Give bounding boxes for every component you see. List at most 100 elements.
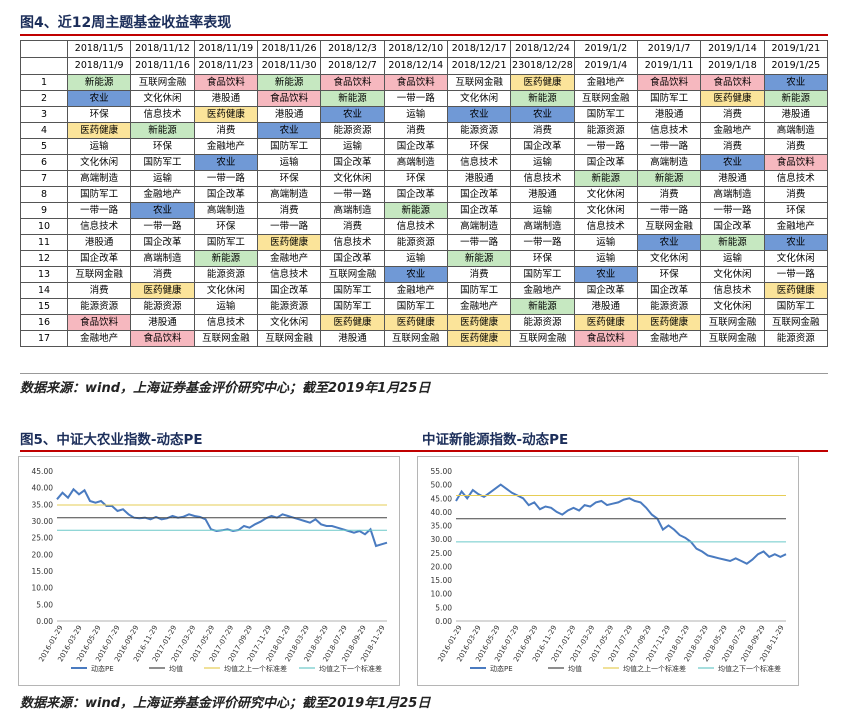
theme-cell: 港股通: [193, 90, 258, 107]
theme-cell: 一带一路: [573, 138, 638, 155]
start_dates-cell: 2018/12/17: [446, 40, 512, 58]
end_dates-cell: 2018/12/21: [446, 57, 512, 75]
theme-cell: 消费: [66, 282, 132, 299]
start_dates-cell: 2019/1/21: [763, 40, 829, 58]
y-tick-label: 40.00: [32, 484, 54, 493]
theme-cell: 食品饮料: [66, 314, 132, 331]
theme-cell: 食品饮料: [700, 74, 765, 91]
start_dates-cell: 2018/11/5: [66, 40, 132, 58]
theme-cell: 文化休闲: [446, 90, 512, 107]
table-row: 8 国防军工 金融地产 国企改革 高端制造 一带一路 国企改革 国企改革 港股通 文化休闲 消费 高端…: [20, 186, 829, 203]
theme-cell: 金融地产: [446, 298, 512, 315]
y-tick-label: 20.00: [32, 550, 54, 559]
theme-cell: 医药健康: [383, 314, 448, 331]
theme-cell: 运输: [700, 250, 765, 267]
y-tick-label: 25.00: [32, 534, 54, 543]
legend-label: 动态PE: [490, 664, 513, 673]
theme-cell: 互联网金融: [636, 218, 702, 235]
end_dates-cell: 2018/11/23: [193, 57, 258, 75]
theme-cell: 互联网金融: [700, 330, 765, 347]
table-row: 16 食品饮料 港股通 信息技术 文化休闲 医药健康 医药健康 医药健康 能源资源 医药健康 医药健…: [20, 314, 829, 331]
theme-cell: 信息技术: [446, 154, 512, 171]
theme-cell: 国防军工: [636, 90, 702, 107]
theme-cell: 消费: [320, 218, 385, 235]
theme-cell: 运输: [573, 234, 638, 251]
theme-cell: 消费: [193, 122, 258, 139]
theme-cell: 能源资源: [66, 298, 132, 315]
theme-cell: 运输: [510, 202, 575, 219]
theme-cell: 新能源: [510, 298, 575, 315]
end_dates-row: 2018/11/9 2018/11/16 2018/11/23 2018/11/30 2…: [20, 57, 829, 75]
theme-cell: 农业: [383, 266, 448, 283]
table-row: 4 医药健康 新能源 消费 农业 能源资源 消费 能源资源 消费 能源资源 信息技术 金融地产 高端制造: [20, 122, 829, 139]
theme-cell: 信息技术: [256, 266, 322, 283]
y-tick-label: 15.00: [431, 576, 453, 585]
y-tick-label: 0.00: [36, 617, 53, 626]
table-row: 17 金融地产 食品饮料 互联网金融 互联网金融 港股通 互联网金融 医药健康 互联网金融 食品饮…: [20, 330, 829, 347]
theme-cell: 互联网金融: [763, 314, 829, 331]
theme-cell: 消费: [763, 186, 829, 203]
rank-cell: 5: [20, 138, 68, 155]
theme-cell: 环保: [130, 138, 195, 155]
start_dates-row: 2018/11/5 2018/11/12 2018/11/19 2018/11/26 2…: [20, 40, 829, 58]
theme-cell: 能源资源: [446, 122, 512, 139]
theme-cell: 消费: [700, 106, 765, 123]
theme-cell: 金融地产: [130, 186, 195, 203]
theme-cell: 国企改革: [320, 154, 385, 171]
theme-cell: 医药健康: [446, 330, 512, 347]
theme-cell: 港股通: [636, 106, 702, 123]
theme-cell: 港股通: [256, 106, 322, 123]
title-rule: [20, 34, 828, 36]
start_dates-cell: 2018/12/3: [320, 40, 385, 58]
theme-cell: 港股通: [446, 170, 512, 187]
theme-cell: 运输: [383, 250, 448, 267]
theme-cell: 国企改革: [320, 250, 385, 267]
theme-cell: 高端制造: [510, 218, 575, 235]
table-bottom-rule: [20, 373, 828, 374]
theme-cell: 互联网金融: [446, 74, 512, 91]
theme-cell: 高端制造: [320, 202, 385, 219]
theme-cell: 互联网金融: [573, 90, 638, 107]
theme-cell: 环保: [383, 170, 448, 187]
newenergy-pe-svg: 0.00 5.00 10.00 15.00 20.00 25.00 30.00 35.00 40…: [431, 467, 787, 673]
y-tick-label: 55.00: [431, 467, 453, 476]
theme-cell: 一带一路: [636, 138, 702, 155]
theme-cell: 互联网金融: [510, 330, 575, 347]
end_dates-cell: 2018/11/30: [256, 57, 322, 75]
theme-cell: 文化休闲: [193, 282, 258, 299]
theme-cell: 互联网金融: [320, 266, 385, 283]
rank-cell: 6: [20, 154, 68, 171]
theme-cell: 国企改革: [193, 186, 258, 203]
theme-cell: 医药健康: [130, 282, 195, 299]
chart-title-newenergy: 中证新能源指数-动态PE: [422, 432, 569, 448]
theme-cell: 农业: [130, 202, 195, 219]
theme-cell: 国防军工: [320, 282, 385, 299]
agri-pe-chart: 0.00 5.00 10.00 15.00 20.00 25.00 30.00 35.00 40…: [18, 456, 400, 686]
theme-cell: 一带一路: [700, 202, 765, 219]
source-note-2: 数据来源：wind，上海证券基金评价研究中心；截至2019年1月25日: [20, 696, 431, 711]
theme-cell: 新能源: [320, 90, 385, 107]
theme-cell: 新能源: [383, 202, 448, 219]
theme-cell: 能源资源: [130, 298, 195, 315]
theme-cell: 国防军工: [763, 298, 829, 315]
theme-cell: 农业: [256, 122, 322, 139]
theme-cell: 消费: [636, 186, 702, 203]
theme-cell: 食品饮料: [193, 74, 258, 91]
start_dates-cell: 2018/12/10: [383, 40, 448, 58]
theme-cell: 环保: [636, 266, 702, 283]
y-tick-label: 25.00: [431, 549, 453, 558]
theme-cell: 食品饮料: [256, 90, 322, 107]
theme-cell: 高端制造: [700, 186, 765, 203]
theme-cell: 医药健康: [320, 314, 385, 331]
theme-cell: 金融地产: [383, 282, 448, 299]
y-tick-label: 0.00: [435, 617, 452, 626]
theme-cell: 新能源: [256, 74, 322, 91]
y-tick-label: 20.00: [431, 562, 453, 571]
theme-cell: 运输: [510, 154, 575, 171]
theme-cell: 文化休闲: [66, 154, 132, 171]
table-row: 14 消费 医药健康 文化休闲 国企改革 国防军工 金融地产 国防军工 金融地产 国企改革 国企改革…: [20, 282, 829, 299]
theme-cell: 消费: [510, 122, 575, 139]
theme-cell: 金融地产: [66, 330, 132, 347]
theme-cell: 食品饮料: [130, 330, 195, 347]
y-tick-label: 30.00: [32, 517, 54, 526]
